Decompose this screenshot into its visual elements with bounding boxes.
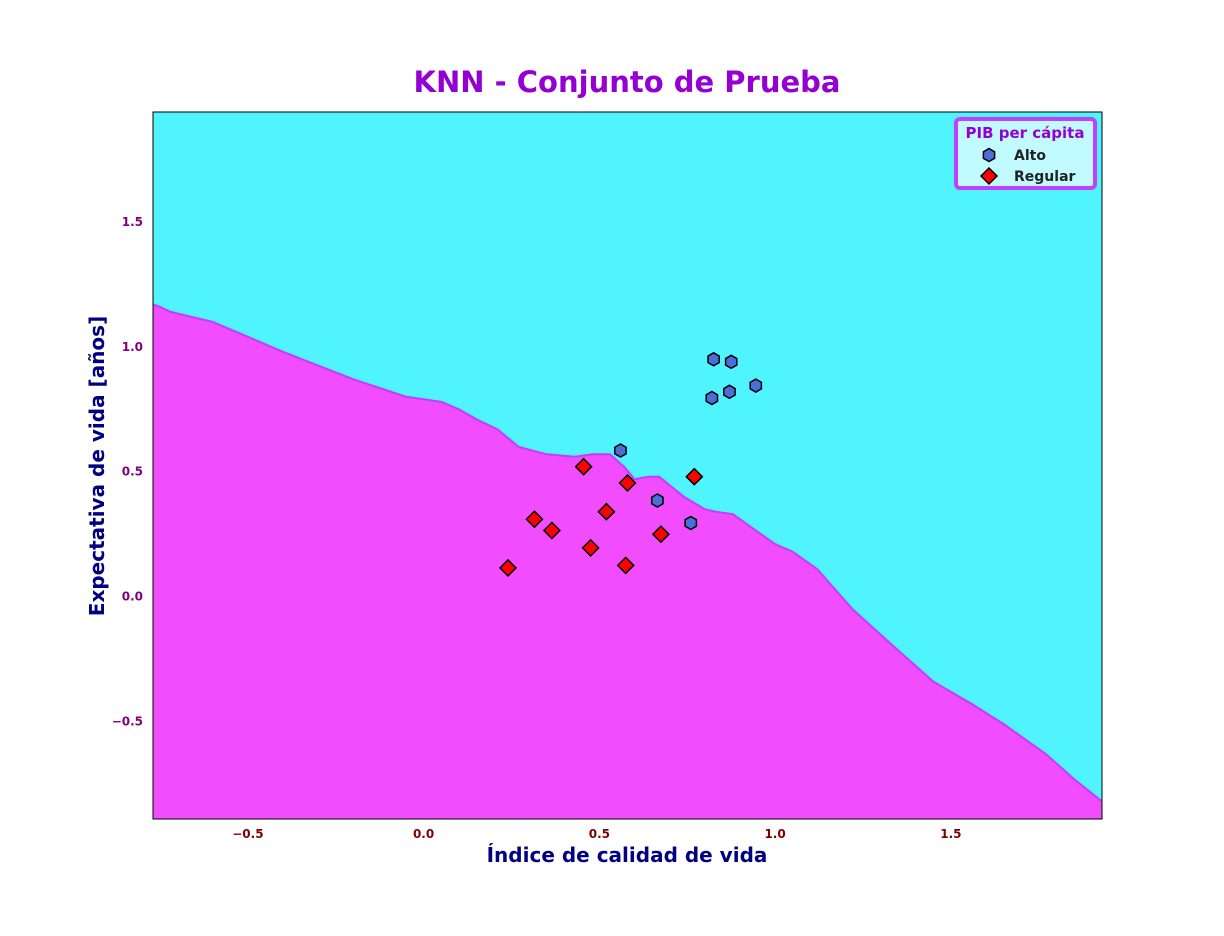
legend-item-regular: Regular [979,166,1076,186]
hexagon-point [723,384,736,400]
diamond-point [574,457,593,476]
hexagon-point [707,351,720,367]
legend-label-regular: Regular [1014,169,1076,185]
legend-title: PIB per cápita [966,124,1085,142]
x-axis-label: Índice de calidad de vida [487,843,768,867]
diamond-point [542,521,561,540]
series-alto [614,351,763,531]
y-tick-label: 1.0 [122,340,143,354]
diamond-point [618,473,637,493]
plot-area [152,111,1103,820]
x-tick-label: 0.0 [413,827,434,841]
series-regular [498,457,704,577]
diamond-point [525,510,544,529]
diamond-point [498,558,518,577]
x-tick-label: 0.5 [589,827,610,841]
y-axis-label: Expectativa de vida [años] [85,316,109,616]
hexagon-point [684,515,698,531]
hexagon-point [705,390,719,406]
data-points [498,351,763,577]
diamond-point [616,556,635,575]
x-tick-label: 1.0 [764,827,785,841]
hexagon-point [650,493,664,508]
diamond-point [597,502,616,521]
y-tick-label: 1.5 [122,215,143,229]
x-axis: −0.5 0.0 0.5 1.0 1.5 [232,827,961,841]
y-tick-label: −0.5 [112,715,143,729]
legend-label-alto: Alto [1014,148,1046,164]
plot-frame [152,111,1103,820]
diamond-point [685,467,704,486]
legend-item-alto: Alto [982,147,1046,164]
legend-marker-hexagon [982,147,996,163]
x-tick-label: −0.5 [232,827,263,841]
diamond-point [581,538,600,557]
hexagon-point [614,443,627,458]
decision-boundary [153,303,1102,803]
diamond-point [651,525,670,544]
hexagon-point [724,354,738,370]
legend: PIB per cápita Alto Regular [954,117,1097,190]
legend-marker-diamond [979,166,999,186]
x-tick-label: 1.5 [940,827,961,841]
y-axis: −0.5 0.0 0.5 1.0 1.5 [112,215,143,729]
hexagon-point [749,378,763,393]
y-tick-label: 0.5 [122,465,143,479]
y-tick-label: 0.0 [122,590,143,604]
chart-title: KNN - Conjunto de Prueba [414,65,841,99]
